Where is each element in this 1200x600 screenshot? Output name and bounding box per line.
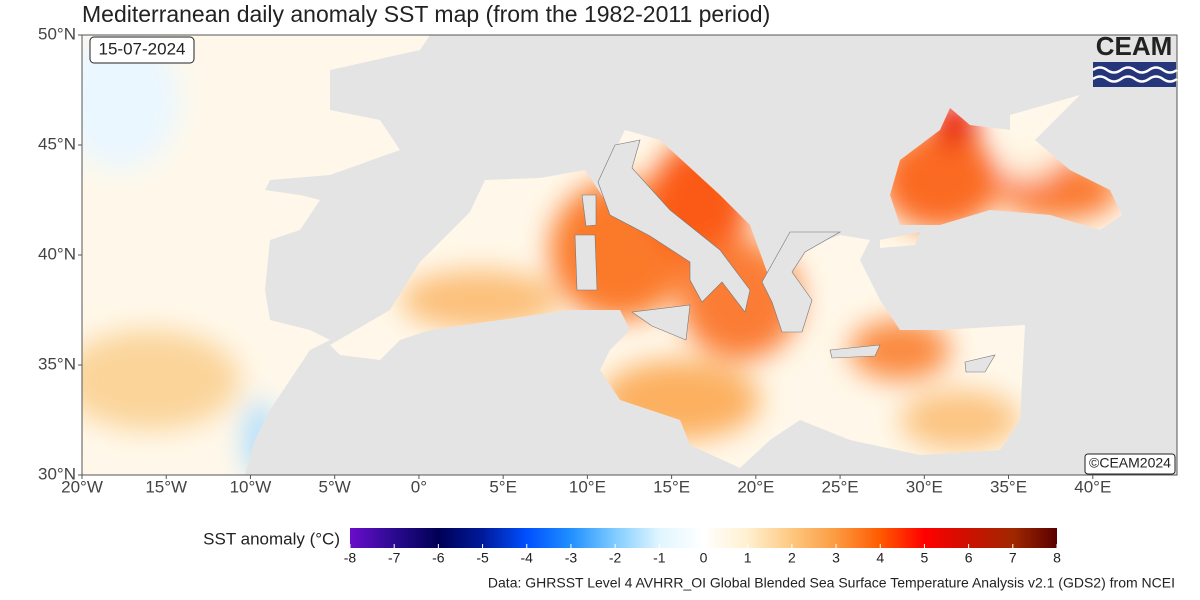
- x-tick-label: 35°E: [990, 477, 1027, 496]
- colorbar-tick-label: 6: [965, 550, 973, 566]
- colorbar-tick-label: 8: [1053, 550, 1061, 566]
- date-label: 15-07-2024: [99, 39, 186, 58]
- x-tick-label: 25°E: [822, 477, 859, 496]
- x-tick-label: 20°W: [61, 477, 103, 496]
- colorbar-tick-label: -7: [388, 550, 401, 566]
- colorbar-tick-label: 3: [832, 550, 840, 566]
- logo-text: CEAM: [1096, 31, 1173, 61]
- copyright-box: [1084, 453, 1176, 475]
- logo-waves: [1092, 62, 1178, 87]
- colorbar-tick-label: -3: [565, 550, 578, 566]
- x-tick-label: 15°E: [653, 477, 690, 496]
- colorbar-ticks: -8 -7 -6 -5 -4 -3 -2 -1 0 1 2 3 4 5 6 7 8: [344, 544, 1061, 566]
- x-tick-label: 10°E: [569, 477, 606, 496]
- y-tick-label: 50°N: [38, 24, 76, 43]
- colorbar-tick-label: 7: [1009, 550, 1017, 566]
- copyright: ©CEAM2024: [1089, 455, 1171, 471]
- axes: 20°W 15°W 10°W 5°W 0° 5°E 10°E 15°E 20°E 25°E 30°E…: [38, 24, 1111, 496]
- colorbar-tick-label: -2: [609, 550, 622, 566]
- colorbar-tick-label: -4: [521, 550, 534, 566]
- y-tick-label: 35°N: [38, 354, 76, 373]
- colorbar-tick-label: 4: [876, 550, 884, 566]
- data-source: Data: GHRSST Level 4 AVHRR_OI Global Ble…: [488, 575, 1175, 591]
- x-tick-label: 15°W: [145, 477, 187, 496]
- map-area: 15-07-2024 CEAM ©CEAM2024: [81, 31, 1178, 476]
- x-tick-label: 0°: [411, 477, 427, 496]
- x-tick-label: 10°W: [230, 477, 272, 496]
- y-tick-label: 45°N: [38, 134, 76, 153]
- date-box: [89, 36, 195, 64]
- colorbar-tick-label: 0: [700, 550, 708, 566]
- x-tick-label: 5°E: [489, 477, 517, 496]
- map-title: Mediterranean daily anomaly SST map (fro…: [82, 1, 770, 27]
- x-tick-label: 20°E: [737, 477, 774, 496]
- y-tick-label: 30°N: [38, 464, 76, 483]
- colorbar-tick-label: -5: [476, 550, 489, 566]
- y-tick-label: 40°N: [38, 244, 76, 263]
- colorbar-tick-label: -6: [432, 550, 445, 566]
- colorbar: [350, 528, 1057, 548]
- x-tick-label: 40°E: [1074, 477, 1111, 496]
- x-tick-label: 5°W: [319, 477, 351, 496]
- x-tick-label: 30°E: [906, 477, 943, 496]
- colorbar-title: SST anomaly (°C): [203, 529, 340, 548]
- colorbar-tick-label: 5: [921, 550, 929, 566]
- colorbar-tick-label: 1: [744, 550, 752, 566]
- colorbar-tick-label: -8: [344, 550, 357, 566]
- islands-and-peninsulas: [574, 139, 996, 373]
- colorbar-tick-label: -1: [653, 550, 666, 566]
- colorbar-tick-label: 2: [788, 550, 796, 566]
